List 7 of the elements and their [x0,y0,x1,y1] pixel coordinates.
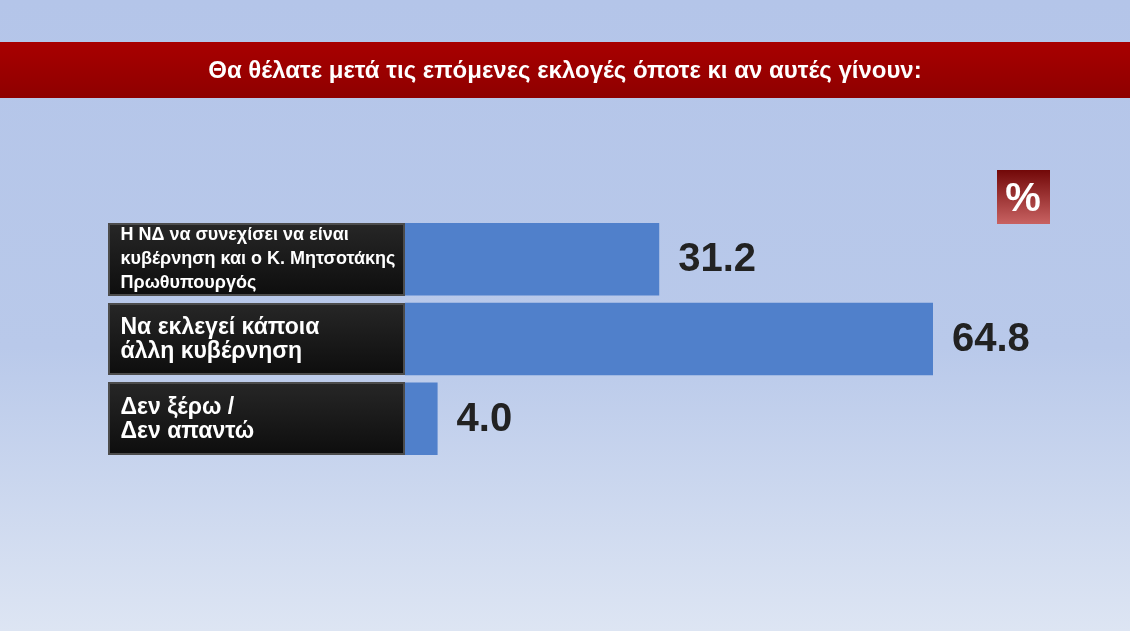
data-label: 31.2 [678,235,757,280]
y-tick-label: Να εκλεγεί κάποια άλλη κυβέρνηση [120,313,320,363]
data-label: 64.8 [952,315,1030,359]
y-tick-label: Δεν ξέρω / Δεν απαντώ [120,392,255,443]
data-label: 4.0 [456,394,513,439]
chart-title: Θα θέλατε μετά τις επόμενες εκλογές όποτε κι αν αυτές γίνουν: [208,56,922,83]
text: % [1005,175,1041,219]
